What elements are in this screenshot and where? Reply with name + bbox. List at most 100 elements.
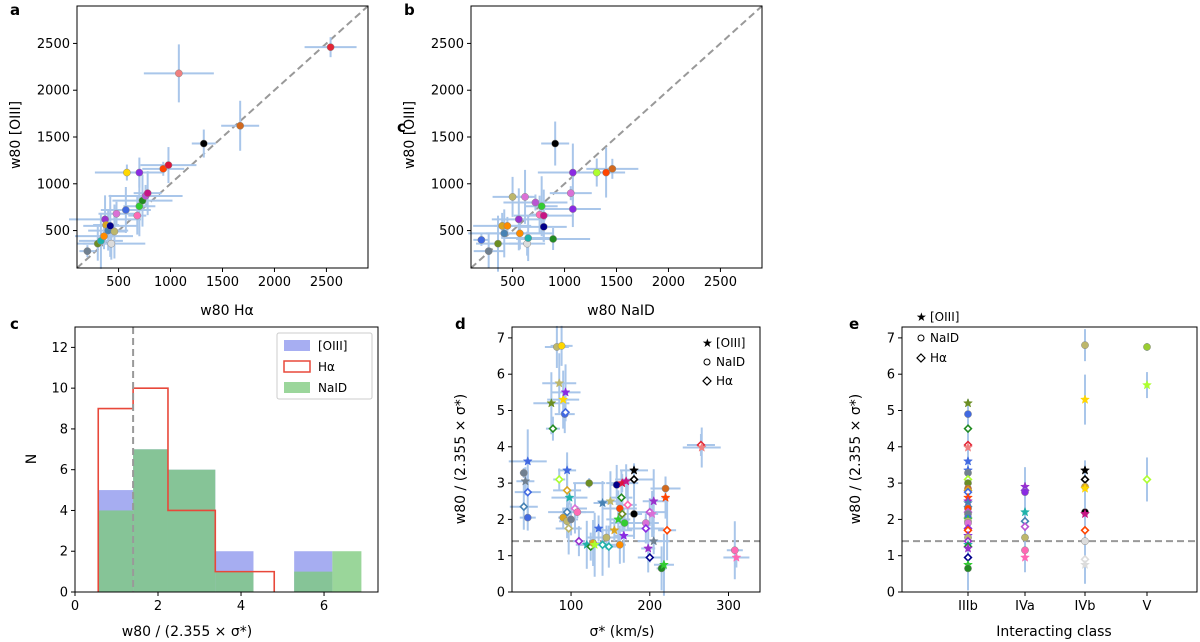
- y-tick-label: 6: [60, 463, 68, 478]
- y-tick-label: 1500: [37, 131, 70, 146]
- panel-c-plot-area: 0 2 4 6 0 2 4 6 8 10 12: [51, 326, 379, 614]
- x-tick-label: IVa: [1015, 599, 1035, 614]
- y-tick-label: 1: [887, 549, 895, 564]
- x-tick-label: 2500: [704, 275, 737, 290]
- panel-d-plot-area: 100 200 300 0 1 2 3 4 5 6 7: [497, 325, 761, 614]
- panel-e-xlabel: Interacting class: [996, 624, 1111, 640]
- data-point: [100, 232, 108, 241]
- y-tick-label: 1000: [37, 177, 70, 192]
- data-point-diamond: [1080, 474, 1090, 484]
- hist-bar-naid: [98, 510, 134, 592]
- y-tick-label: 500: [439, 224, 464, 239]
- data-point-star: [962, 397, 974, 408]
- panel-e-label: e: [849, 315, 859, 333]
- legend-label-halpha: Hα: [318, 360, 335, 374]
- legend-marker-diamond: [916, 353, 926, 363]
- data-point-diamond: [1020, 522, 1030, 532]
- axes-frame: [511, 326, 761, 593]
- data-point-star: [648, 495, 659, 506]
- panel-c-xlabel: w80 / (2.355 × σ*): [122, 624, 252, 640]
- y-tick-label: 0: [60, 586, 68, 601]
- legend-label-naid: NaID: [930, 331, 959, 345]
- data-point-diamond: [1142, 474, 1152, 484]
- panel-b-annotation: c: [397, 118, 406, 136]
- data-point: [135, 168, 144, 177]
- legend-swatch-naid: [284, 382, 310, 393]
- hist-bar-naid: [133, 449, 168, 592]
- data-point-circle: [1021, 533, 1029, 542]
- data-point-diamond: [519, 502, 529, 512]
- panel-b-xlabel: w80 NaID: [587, 303, 655, 319]
- data-point-star: [1141, 379, 1153, 390]
- panel-b-plot-area: 500 1000 1500 2000 2500 500 1000 1500 2000 2500: [431, 5, 763, 290]
- panel-a-label: a: [10, 1, 20, 19]
- data-point-circle: [573, 508, 582, 516]
- y-tick-label: 4: [497, 440, 505, 455]
- legend-marker-circle: [703, 358, 711, 366]
- y-tick-label: 6: [497, 368, 505, 383]
- data-point: [608, 164, 617, 173]
- data-point: [500, 229, 509, 238]
- data-point-star: [1079, 394, 1091, 404]
- hist-bar-naid: [215, 571, 254, 592]
- data-point-diamond: [562, 507, 572, 517]
- data-point: [326, 43, 335, 52]
- data-point: [236, 121, 245, 130]
- data-point-star: [1079, 483, 1091, 493]
- data-point-circle: [730, 546, 739, 555]
- data-point: [539, 211, 548, 220]
- legend-label-halpha: Hα: [716, 374, 733, 388]
- data-point-star: [597, 497, 608, 508]
- data-point: [551, 139, 560, 148]
- data-point-circle: [557, 342, 566, 350]
- panel-c-legend: [OIII] Hα NaID: [276, 332, 373, 400]
- data-point-diamond: [1080, 525, 1090, 535]
- y-tick-label: 1000: [431, 177, 464, 192]
- y-tick-label: 2500: [431, 37, 464, 52]
- y-tick-label: 2: [887, 513, 895, 528]
- data-point-circle: [1143, 343, 1151, 351]
- data-point-star: [621, 475, 632, 486]
- data-point-star: [629, 465, 640, 475]
- y-tick-label: 0: [497, 586, 505, 601]
- data-point-star: [962, 456, 974, 466]
- data-point: [569, 168, 577, 177]
- data-point-circle: [519, 469, 528, 477]
- data-point-star: [1079, 559, 1091, 570]
- hist-bar-naid: [167, 469, 216, 592]
- axes-frame: [74, 326, 379, 593]
- data-point: [602, 168, 610, 177]
- data-point-star: [660, 492, 671, 502]
- data-point-circle: [1021, 488, 1029, 497]
- legend-label-naid: NaID: [318, 381, 347, 395]
- data-point-diamond: [561, 407, 571, 417]
- data-point-star: [520, 475, 531, 486]
- panel-a: a 500 1000 1500 2000 2500 500 1000 1500 2000 2500…: [8, 1, 369, 319]
- data-point: [592, 168, 601, 177]
- data-point-circle: [620, 519, 629, 527]
- panel-a-xlabel: w80 Hα: [200, 303, 253, 319]
- x-tick-label: 2: [154, 599, 162, 614]
- data-point-star: [560, 387, 571, 397]
- y-tick-label: 500: [45, 224, 70, 239]
- x-tick-label: 100: [559, 599, 584, 614]
- data-point: [524, 234, 533, 242]
- y-tick-label: 5: [887, 404, 895, 419]
- y-tick-label: 3: [497, 477, 505, 492]
- panel-b: b c 500 1000 1500 2000 2500 500 1000 1500 2000 25…: [397, 1, 763, 319]
- data-point-star: [648, 535, 659, 546]
- data-point-diamond: [623, 500, 633, 510]
- y-tick-label: 2: [60, 545, 68, 560]
- x-tick-label: V: [1143, 599, 1152, 614]
- data-point: [143, 189, 152, 197]
- data-point: [514, 215, 523, 224]
- y-tick-label: 1: [497, 549, 505, 564]
- data-point: [503, 222, 512, 230]
- data-point-star: [696, 442, 707, 452]
- data-point-star: [554, 377, 565, 388]
- x-tick-label: 2000: [258, 275, 291, 290]
- data-point-diamond: [554, 474, 564, 484]
- data-point-star: [613, 514, 624, 524]
- x-tick-label: 6: [320, 599, 328, 614]
